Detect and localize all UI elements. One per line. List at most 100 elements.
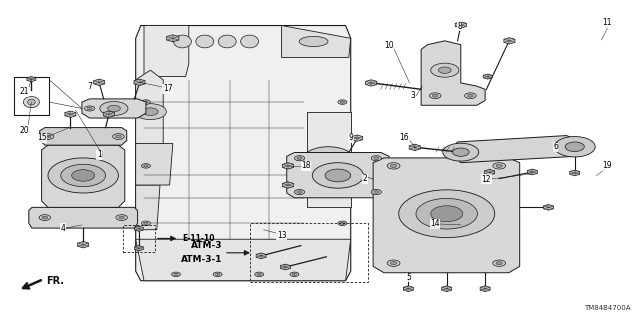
Circle shape — [290, 272, 299, 277]
Polygon shape — [134, 79, 145, 85]
Text: 3: 3 — [410, 91, 415, 100]
Circle shape — [134, 104, 166, 120]
Circle shape — [493, 163, 506, 169]
Circle shape — [172, 272, 180, 277]
Polygon shape — [527, 169, 538, 175]
Circle shape — [143, 108, 158, 115]
Polygon shape — [136, 144, 173, 185]
Circle shape — [554, 137, 595, 157]
Circle shape — [493, 260, 506, 266]
Polygon shape — [484, 169, 495, 175]
Polygon shape — [27, 77, 36, 82]
Circle shape — [42, 134, 54, 139]
Circle shape — [72, 170, 95, 181]
Circle shape — [141, 221, 150, 226]
Circle shape — [100, 101, 128, 115]
Polygon shape — [442, 286, 452, 292]
Polygon shape — [256, 253, 266, 259]
Bar — [250, 223, 368, 282]
Polygon shape — [455, 22, 467, 28]
Circle shape — [144, 222, 148, 225]
Polygon shape — [29, 207, 138, 228]
Circle shape — [338, 164, 347, 168]
Polygon shape — [93, 79, 105, 85]
Circle shape — [387, 163, 400, 169]
Text: ATM-3-1: ATM-3-1 — [181, 255, 223, 264]
Circle shape — [338, 100, 347, 104]
Circle shape — [452, 148, 469, 156]
Circle shape — [465, 93, 476, 99]
Text: 19: 19 — [602, 161, 612, 170]
Circle shape — [429, 93, 441, 99]
Circle shape — [338, 221, 347, 226]
Circle shape — [433, 94, 438, 97]
Circle shape — [496, 262, 502, 265]
Text: 6: 6 — [553, 142, 558, 151]
Circle shape — [294, 156, 305, 161]
Polygon shape — [282, 182, 294, 188]
Circle shape — [87, 107, 92, 110]
Text: E-11-10: E-11-10 — [182, 234, 215, 243]
Polygon shape — [287, 152, 389, 198]
Polygon shape — [134, 246, 143, 251]
Text: 17: 17 — [163, 84, 173, 93]
Text: 10: 10 — [384, 41, 394, 50]
Bar — [14, 77, 49, 115]
Ellipse shape — [28, 99, 35, 105]
Circle shape — [399, 190, 495, 238]
Polygon shape — [144, 26, 189, 77]
Polygon shape — [403, 286, 413, 292]
Circle shape — [113, 134, 124, 139]
Circle shape — [325, 169, 351, 182]
Circle shape — [496, 164, 502, 167]
Circle shape — [371, 189, 381, 195]
Polygon shape — [409, 144, 420, 151]
Circle shape — [374, 191, 379, 193]
Polygon shape — [136, 239, 351, 281]
Polygon shape — [483, 74, 492, 79]
Circle shape — [303, 147, 354, 172]
Circle shape — [294, 189, 305, 195]
Polygon shape — [136, 185, 160, 230]
Ellipse shape — [173, 35, 191, 48]
Polygon shape — [103, 111, 115, 117]
Circle shape — [84, 106, 95, 111]
Polygon shape — [82, 99, 146, 118]
Polygon shape — [136, 70, 163, 153]
Circle shape — [61, 164, 106, 187]
Circle shape — [174, 273, 178, 276]
Circle shape — [39, 215, 51, 220]
Text: 20: 20 — [19, 126, 29, 135]
Polygon shape — [373, 158, 520, 273]
Polygon shape — [365, 80, 377, 86]
Circle shape — [297, 191, 302, 193]
Polygon shape — [282, 163, 294, 169]
Text: 14: 14 — [430, 219, 440, 228]
Circle shape — [108, 105, 120, 112]
Circle shape — [438, 67, 451, 73]
Text: ATM-3: ATM-3 — [191, 241, 223, 250]
Polygon shape — [480, 286, 490, 292]
Polygon shape — [543, 204, 554, 210]
Circle shape — [141, 100, 150, 104]
Polygon shape — [166, 35, 179, 42]
Polygon shape — [280, 264, 291, 270]
Polygon shape — [451, 136, 582, 163]
Text: 4: 4 — [60, 224, 65, 233]
Circle shape — [141, 164, 150, 168]
Circle shape — [257, 273, 262, 276]
Text: 16: 16 — [399, 133, 410, 142]
Circle shape — [312, 163, 364, 188]
Polygon shape — [42, 145, 125, 207]
Circle shape — [119, 216, 124, 219]
Bar — [123, 225, 155, 252]
Circle shape — [215, 273, 220, 276]
Circle shape — [297, 157, 302, 160]
Circle shape — [116, 215, 127, 220]
Polygon shape — [307, 112, 351, 207]
Circle shape — [374, 157, 379, 160]
Circle shape — [443, 143, 479, 161]
Circle shape — [387, 260, 400, 266]
Text: 8: 8 — [457, 22, 462, 31]
Text: 1: 1 — [97, 150, 102, 159]
